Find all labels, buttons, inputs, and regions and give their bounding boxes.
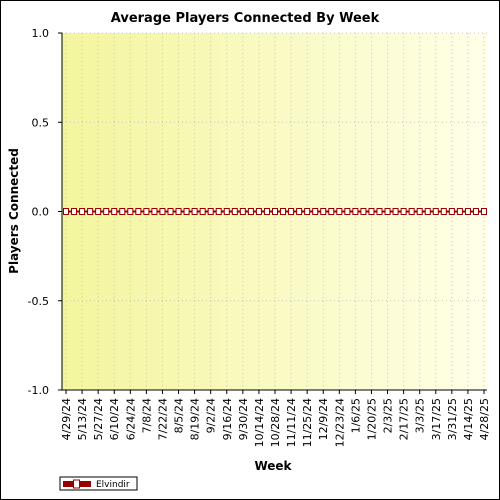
x-tick-label: 3/3/25 <box>414 398 427 433</box>
data-point <box>368 208 375 215</box>
data-point <box>472 208 479 215</box>
data-point <box>111 208 118 215</box>
data-point <box>119 208 126 215</box>
data-point <box>263 208 270 215</box>
data-point <box>400 208 407 215</box>
x-axis-title: Week <box>254 459 292 473</box>
data-point <box>288 208 295 215</box>
y-tick-label: 0.0 <box>32 206 50 219</box>
data-point <box>247 208 254 215</box>
y-axis-title: Players Connected <box>7 148 21 274</box>
chart-title: Average Players Connected By Week <box>111 11 380 26</box>
x-ticks: 4/29/24 5/13/24 5/27/24 6/10/24 6/24/24 7/8/2… <box>60 390 491 447</box>
legend-swatch-marker <box>73 479 80 489</box>
data-point <box>352 208 359 215</box>
data-point <box>360 208 367 215</box>
x-tick-label: 9/2/24 <box>205 398 218 433</box>
data-point <box>135 208 142 215</box>
x-tick-label: 7/22/24 <box>156 398 169 440</box>
x-tick-label: 1/20/25 <box>365 398 378 440</box>
data-point <box>440 208 447 215</box>
data-point <box>376 208 383 215</box>
data-point <box>481 208 487 215</box>
data-point <box>167 208 174 215</box>
y-tick-label: 1.0 <box>32 27 50 40</box>
data-point <box>384 208 391 215</box>
y-tick-label: 0.5 <box>32 116 50 129</box>
data-point <box>199 208 206 215</box>
data-point <box>312 208 319 215</box>
x-tick-label: 12/9/24 <box>317 398 330 440</box>
y-tick-label: -0.5 <box>28 295 49 308</box>
x-tick-label: 9/16/24 <box>221 398 234 440</box>
data-point <box>151 208 158 215</box>
data-point <box>424 208 431 215</box>
x-tick-label: 12/23/24 <box>333 398 346 447</box>
data-point <box>127 208 134 215</box>
data-point <box>255 208 262 215</box>
x-tick-label: 2/17/25 <box>398 398 411 440</box>
x-tick-label: 8/5/24 <box>173 398 186 433</box>
data-point <box>280 208 287 215</box>
data-point <box>207 208 214 215</box>
data-point <box>296 208 303 215</box>
legend-label: Elvindir <box>96 480 130 490</box>
legend: Elvindir <box>59 476 138 491</box>
x-tick-label: 8/19/24 <box>189 398 202 440</box>
data-point <box>95 208 102 215</box>
data-point <box>320 208 327 215</box>
data-point <box>63 208 69 215</box>
data-point <box>175 208 182 215</box>
data-point <box>272 208 278 215</box>
data-point <box>328 208 335 215</box>
y-ticks: 1.0 0.5 0.0 -0.5 -1.0 <box>28 27 62 397</box>
data-point <box>464 208 471 215</box>
x-tick-label: 9/30/24 <box>237 398 250 440</box>
data-point <box>416 208 423 215</box>
data-point <box>71 208 78 215</box>
x-tick-label: 4/28/25 <box>478 398 491 440</box>
x-tick-label: 10/14/24 <box>253 398 266 447</box>
data-point <box>223 208 230 215</box>
data-point <box>143 208 150 215</box>
x-tick-label: 4/29/24 <box>60 398 73 440</box>
y-tick-label: -1.0 <box>28 384 49 397</box>
x-tick-label: 5/27/24 <box>92 398 105 440</box>
data-point <box>159 208 166 215</box>
x-tick-label: 11/11/24 <box>285 398 298 447</box>
x-tick-label: 1/6/25 <box>349 398 362 433</box>
x-tick-label: 6/24/24 <box>124 398 137 440</box>
data-point <box>239 208 246 215</box>
x-tick-label: 4/14/25 <box>462 398 475 440</box>
series-group <box>63 208 487 215</box>
data-point <box>79 208 86 215</box>
data-point <box>432 208 439 215</box>
x-tick-label: 3/17/25 <box>430 398 443 440</box>
x-tick-label: 2/3/25 <box>382 398 395 433</box>
data-point <box>215 208 222 215</box>
x-tick-label: 11/25/24 <box>301 398 314 447</box>
data-point <box>231 208 238 215</box>
data-point <box>392 208 399 215</box>
data-point <box>344 208 351 215</box>
data-point <box>191 208 198 215</box>
data-point <box>408 208 415 215</box>
data-point <box>87 208 94 215</box>
x-tick-label: 7/8/24 <box>140 398 153 433</box>
data-point <box>448 208 455 215</box>
x-tick-label: 6/10/24 <box>108 398 121 440</box>
data-point <box>304 208 311 215</box>
x-tick-label: 5/13/24 <box>76 398 89 440</box>
data-point <box>456 208 463 215</box>
data-point <box>183 208 190 215</box>
data-point <box>336 208 343 215</box>
data-point <box>103 208 110 215</box>
x-tick-label: 3/31/25 <box>446 398 459 440</box>
x-tick-label: 10/28/24 <box>269 398 282 447</box>
